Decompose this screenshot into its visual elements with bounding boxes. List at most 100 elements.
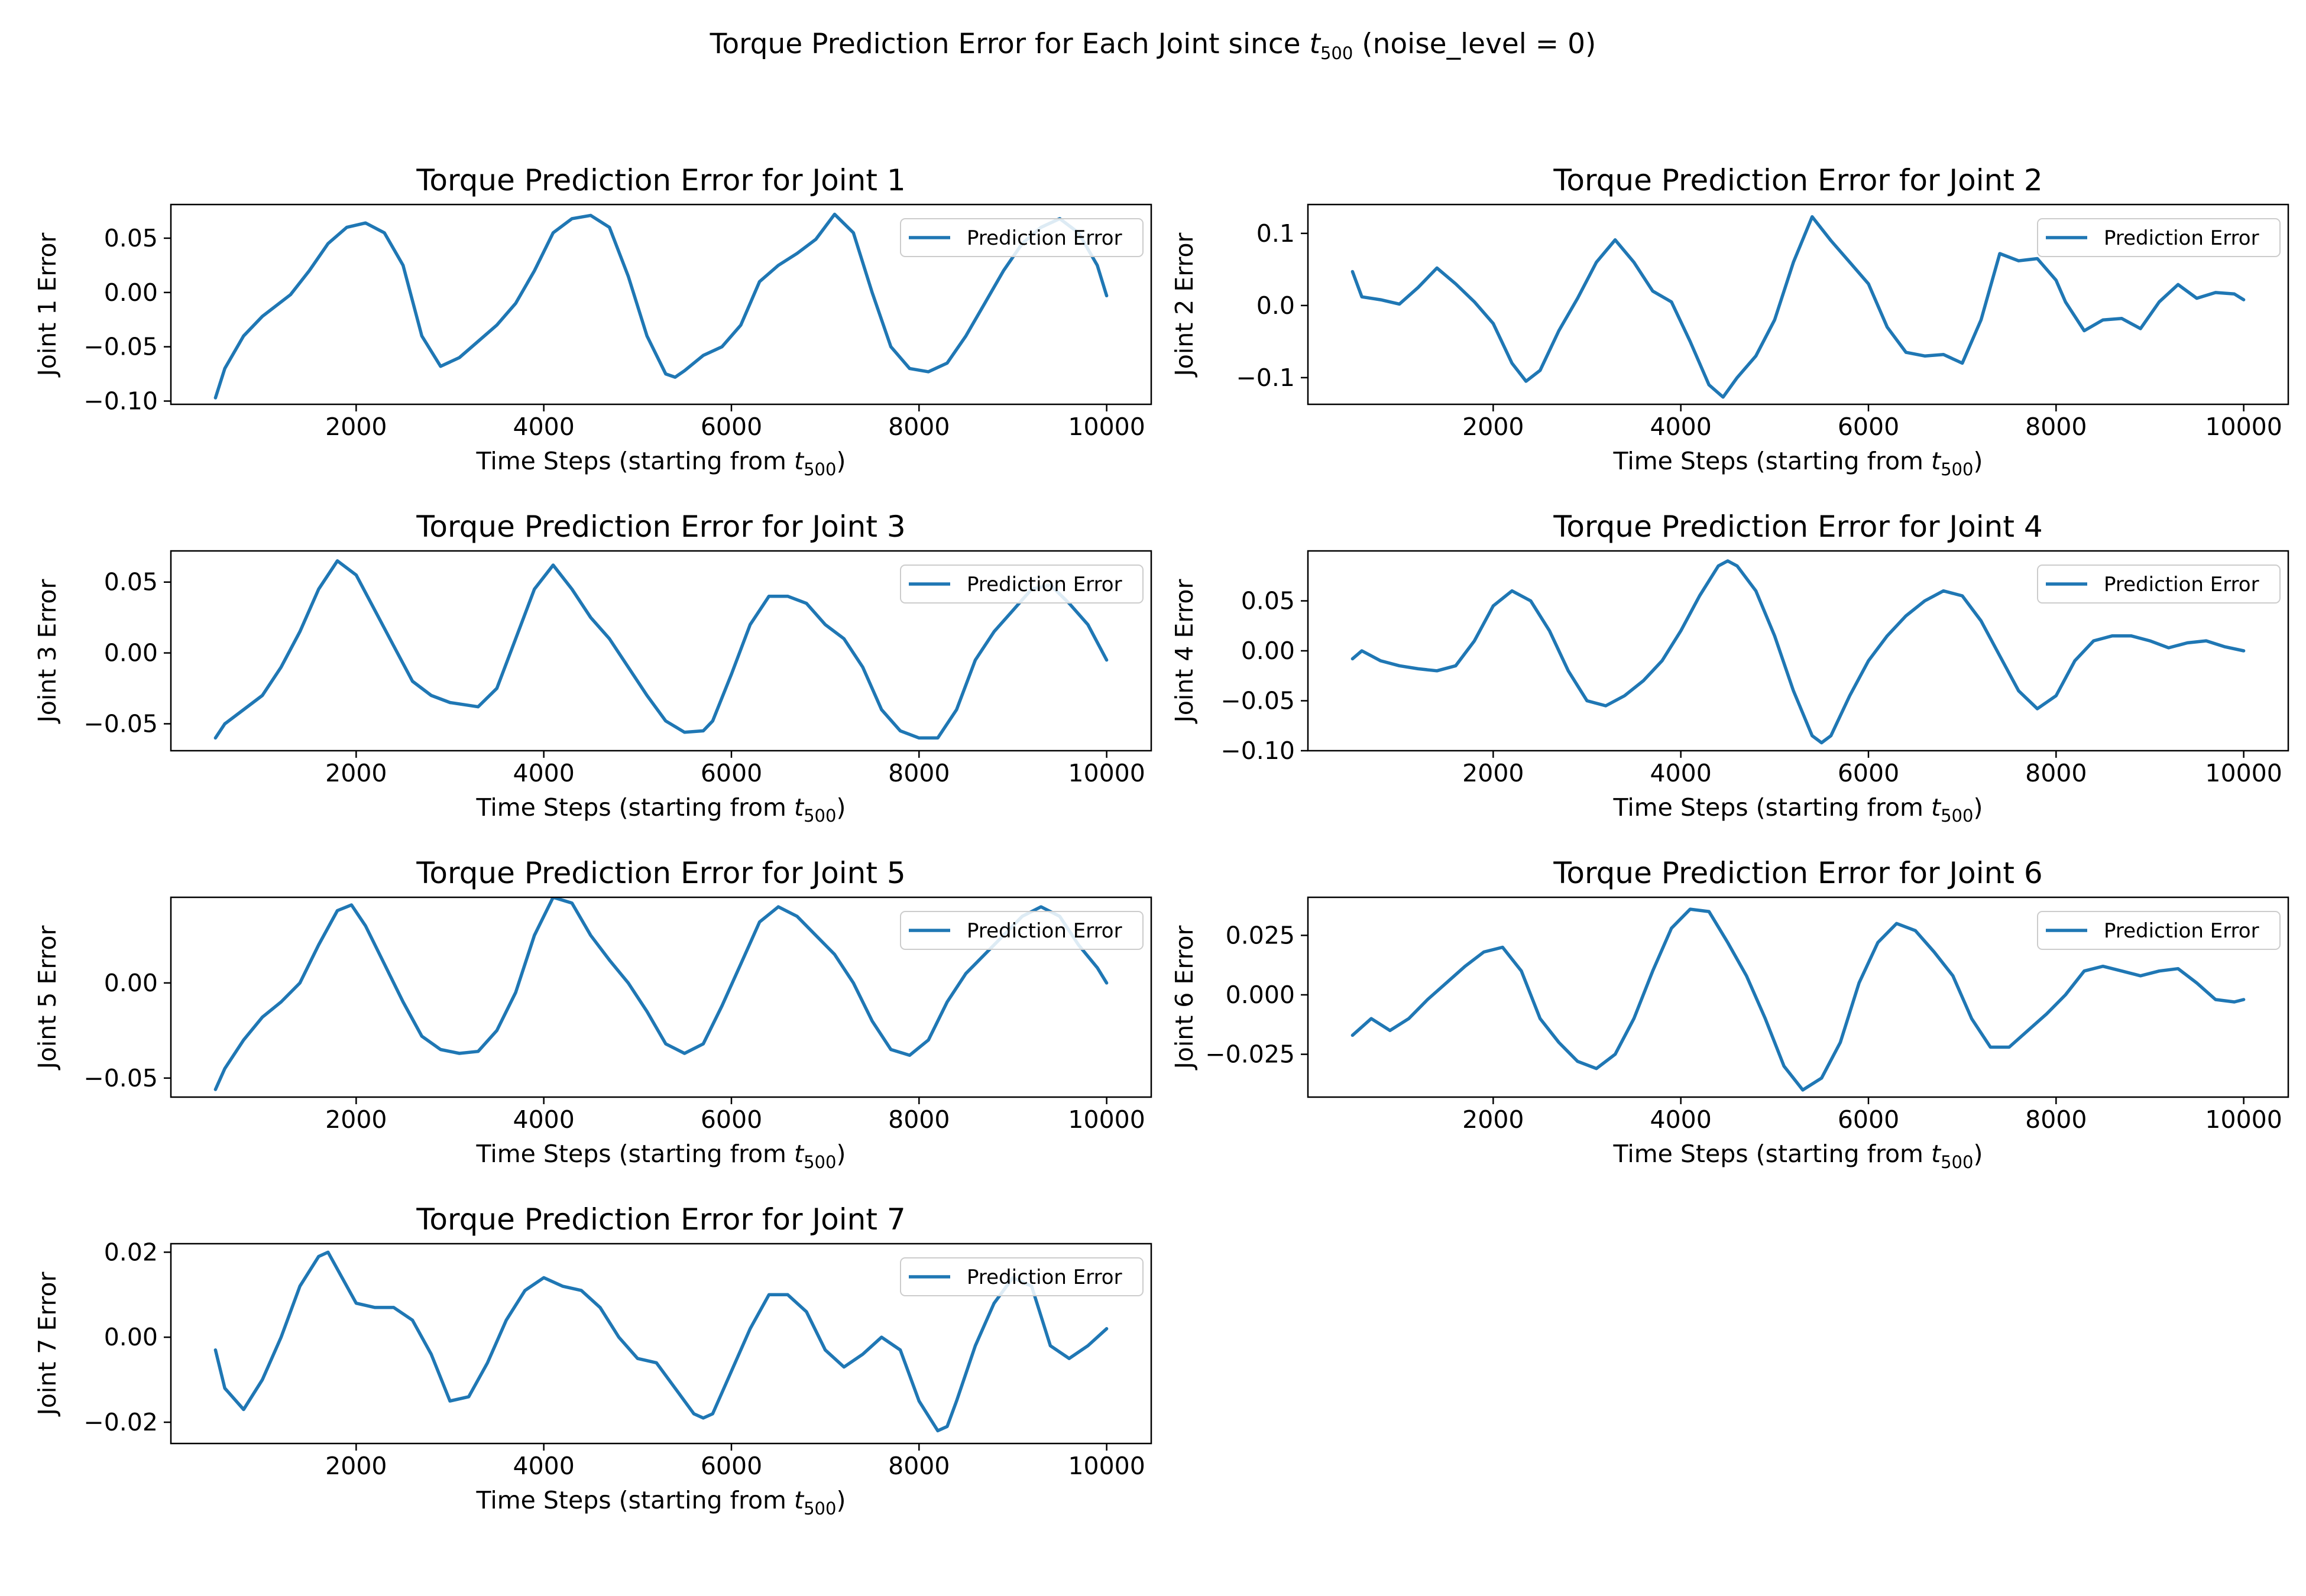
panel-3-ytick-label: 0.05 (104, 568, 158, 596)
panel-1-ytick-label: −0.05 (83, 333, 158, 361)
panel-5-ylabel: Joint 5 Error (33, 925, 61, 1071)
panel-1-xtick-label: 10000 (1068, 413, 1145, 441)
panel-3-xtick-label: 2000 (325, 759, 387, 787)
panel-7-ytick-label: 0.00 (104, 1323, 158, 1351)
panel-6-series-line-1 (1350, 907, 2246, 1092)
panel-2-ytick-label: 0.1 (1256, 219, 1295, 248)
panel-3-ytick-label: −0.05 (83, 709, 158, 738)
panel-3-legend-label: Prediction Error (967, 573, 1122, 596)
panel-5-xtick-label: 2000 (325, 1105, 387, 1134)
panel-3-axes-frame (170, 550, 1152, 752)
panel-4-xtick-label: 10000 (2205, 759, 2282, 787)
subplots: Torque Prediction Error for Joint 1 2000 4… (33, 163, 2289, 1519)
panel-3-legend: Prediction Error (900, 565, 1144, 604)
panel-6-ytick-label: 0.000 (1226, 981, 1295, 1009)
panel-1: Torque Prediction Error for Joint 1 2000 4… (33, 163, 1152, 479)
panel-2-legend: Prediction Error (2037, 218, 2281, 257)
panel-4-ylabel: Joint 4 Error (1170, 579, 1199, 724)
panel-6-legend-label: Prediction Error (2104, 919, 2259, 943)
panel-7-title: Torque Prediction Error for Joint 7 (416, 1202, 905, 1237)
panel-4-title: Torque Prediction Error for Joint 4 (1553, 510, 2042, 544)
panel-3-ylabel: Joint 3 Error (33, 579, 61, 724)
panel-7-xtick-label: 2000 (325, 1452, 387, 1480)
panel-4-legend: Prediction Error (2037, 565, 2281, 604)
panel-4: Torque Prediction Error for Joint 4 2000 4… (1170, 510, 2289, 826)
panel-6-legend-box (2037, 911, 2281, 950)
panel-5-ytick-label: 0.00 (104, 969, 158, 997)
panel-4-ytick-label: −0.10 (1220, 737, 1295, 765)
panel-7-ylabel: Joint 7 Error (33, 1271, 61, 1417)
panel-1-xlabel: Time Steps (starting from t500) (476, 447, 846, 479)
panel-7: Torque Prediction Error for Joint 7 2000 4… (33, 1202, 1152, 1519)
panel-5-legend-label: Prediction Error (967, 919, 1122, 943)
panel-4-legend-box (2037, 565, 2281, 604)
panel-6-xtick-label: 2000 (1462, 1105, 1524, 1134)
panel-6-xtick-label: 10000 (2205, 1105, 2282, 1134)
panel-3-series-line-1 (213, 559, 1109, 740)
panel-1-legend-box (900, 218, 1144, 257)
figure-suptitle: Torque Prediction Error for Each Joint s… (710, 28, 1596, 63)
panel-1-ytick-label: 0.05 (104, 224, 158, 252)
panel-4-xtick-label: 2000 (1462, 759, 1524, 787)
panel-2-xtick-label: 6000 (1838, 413, 1899, 441)
panel-1-series-line-1 (213, 212, 1109, 400)
panel-2-legend-label: Prediction Error (2104, 226, 2259, 250)
panel-1-xtick-label: 8000 (888, 413, 950, 441)
panel-5-ytick-label: −0.05 (83, 1064, 158, 1092)
panel-4-ytick-label: 0.05 (1241, 587, 1295, 615)
panel-6-xtick-label: 6000 (1838, 1105, 1899, 1134)
panel-6: Torque Prediction Error for Joint 6 2000 4… (1170, 856, 2289, 1172)
panel-2-legend-box (2037, 218, 2281, 257)
panel-6-xtick-label: 4000 (1650, 1105, 1712, 1134)
panel-3-title: Torque Prediction Error for Joint 3 (416, 510, 905, 544)
panel-5-xtick-label: 4000 (513, 1105, 575, 1134)
panel-3: Torque Prediction Error for Joint 3 2000 4… (33, 510, 1152, 826)
panel-4-xlabel: Time Steps (starting from t500) (1613, 793, 1983, 826)
panel-6-xtick-label: 8000 (2025, 1105, 2087, 1134)
panel-7-legend-box (900, 1257, 1144, 1296)
panel-7-xtick-label: 10000 (1068, 1452, 1145, 1480)
panel-7-series-line-1 (213, 1250, 1109, 1433)
panel-6-ylabel: Joint 6 Error (1170, 925, 1199, 1071)
panel-2-xtick-label: 10000 (2205, 413, 2282, 441)
panel-2-axes-frame (1307, 203, 2289, 406)
panel-2-xtick-label: 2000 (1462, 413, 1524, 441)
panel-5-xtick-label: 10000 (1068, 1105, 1145, 1134)
panel-5-axes-frame (170, 896, 1152, 1098)
panel-5-xlabel: Time Steps (starting from t500) (476, 1140, 846, 1172)
panel-3-xtick-label: 4000 (513, 759, 575, 787)
panel-2-ytick-label: −0.1 (1236, 364, 1295, 392)
panel-3-ytick-label: 0.00 (104, 639, 158, 667)
panel-7-xtick-label: 4000 (513, 1452, 575, 1480)
panel-1-title: Torque Prediction Error for Joint 1 (416, 163, 905, 197)
panel-6-ytick-label: −0.025 (1205, 1040, 1295, 1069)
panel-1-xtick-label: 2000 (325, 413, 387, 441)
panel-1-xtick-label: 6000 (701, 413, 762, 441)
panel-6-ytick-label: 0.025 (1226, 921, 1295, 949)
panel-6-legend: Prediction Error (2037, 911, 2281, 950)
panel-2: Torque Prediction Error for Joint 2 2000 4… (1170, 163, 2289, 479)
panel-7-legend-label: Prediction Error (967, 1266, 1122, 1289)
panel-2-ytick-label: 0.0 (1256, 291, 1295, 320)
panel-1-ytick-label: 0.00 (104, 278, 158, 307)
panel-4-xtick-label: 6000 (1838, 759, 1899, 787)
panel-1-legend: Prediction Error (900, 218, 1144, 257)
panel-1-ytick-label: −0.10 (83, 387, 158, 415)
panel-2-series-line-1 (1350, 215, 2246, 399)
panel-5-xtick-label: 8000 (888, 1105, 950, 1134)
panel-1-legend-label: Prediction Error (967, 226, 1122, 250)
panel-7-xtick-label: 8000 (888, 1452, 950, 1480)
panel-6-title: Torque Prediction Error for Joint 6 (1553, 856, 2042, 890)
panel-5-series-line-1 (213, 897, 1109, 1091)
panel-4-series-line-1 (1350, 559, 2246, 745)
panel-2-title: Torque Prediction Error for Joint 2 (1553, 163, 2042, 197)
panel-4-xtick-label: 4000 (1650, 759, 1712, 787)
panel-4-ytick-label: −0.05 (1220, 687, 1295, 715)
panel-2-ylabel: Joint 2 Error (1170, 232, 1199, 378)
panel-7-ytick-label: 0.02 (104, 1238, 158, 1266)
panel-4-xtick-label: 8000 (2025, 759, 2087, 787)
panel-1-xtick-label: 4000 (513, 413, 575, 441)
panel-5-legend-box (900, 911, 1144, 950)
